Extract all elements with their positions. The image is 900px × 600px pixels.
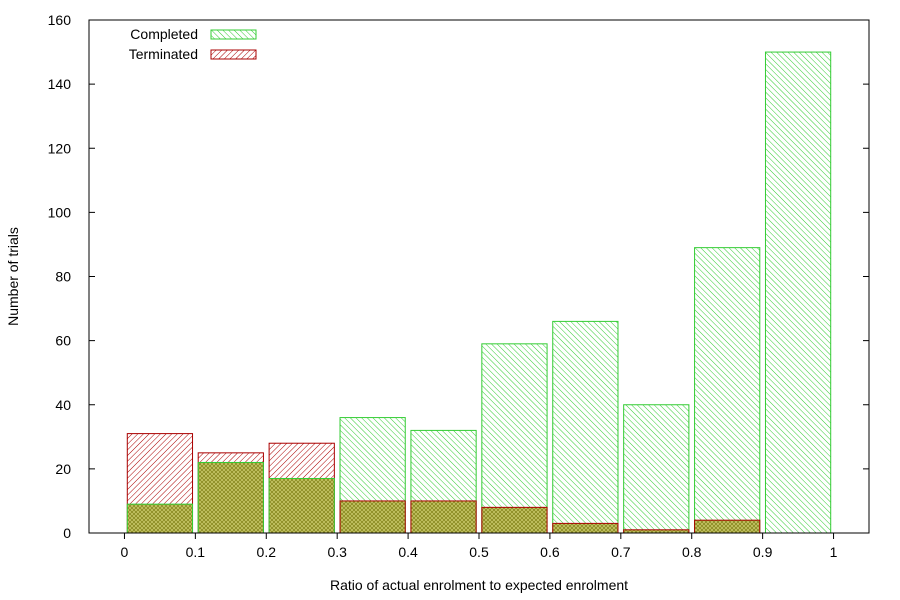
x-tick-label: 0.2 (257, 544, 277, 560)
terminated-bar-5 (481, 506, 548, 534)
legend-swatch-terminated (210, 49, 257, 60)
y-tick-label: 160 (48, 12, 72, 28)
x-axis-label: Ratio of actual enrolment to expected en… (330, 577, 628, 593)
x-tick-label: 1 (830, 544, 838, 560)
y-tick-label: 20 (55, 461, 71, 477)
terminated-bar-6 (552, 522, 619, 534)
x-tick-label: 0.6 (540, 544, 560, 560)
completed-bar-1 (197, 461, 264, 534)
y-tick-label: 140 (48, 76, 72, 92)
axes-layer: 0 0.1 0.2 0.3 0.4 0.5 0.6 0.7 0.8 0.9 1 0 20 40 60 80 10… (48, 12, 869, 560)
y-tick-label: 40 (55, 397, 71, 413)
x-tick-label: 0.3 (327, 544, 347, 560)
x-tick-label: 0.5 (469, 544, 489, 560)
completed-bar-5 (481, 343, 548, 534)
x-tick-label: 0.4 (398, 544, 418, 560)
x-tick-label: 0.1 (186, 544, 206, 560)
x-tick-label: 0.7 (611, 544, 631, 560)
completed-bar-6 (552, 320, 619, 534)
y-tick-label: 120 (48, 140, 72, 156)
completed-bar-0 (126, 503, 194, 534)
legend-label-terminated: Terminated (129, 46, 198, 62)
y-tick-label: 80 (55, 269, 71, 285)
x-tick-label: 0.8 (682, 544, 702, 560)
terminated-bar-8 (694, 519, 761, 534)
completed-bar-9 (764, 51, 832, 534)
bars-layer (126, 51, 832, 534)
legend-label-completed: Completed (130, 26, 198, 42)
y-tick-label: 100 (48, 204, 72, 220)
terminated-bar-3 (339, 500, 406, 534)
y-tick-label: 60 (55, 333, 71, 349)
legend-swatch-completed (210, 29, 257, 40)
y-axis-label: Number of trials (5, 227, 21, 326)
terminated-bar-4 (410, 500, 477, 534)
x-tick-label: 0.9 (753, 544, 773, 560)
y-tick-label: 0 (63, 525, 71, 541)
legend: Completed Terminated (129, 26, 257, 62)
completed-bar-2 (268, 477, 335, 534)
completed-bar-7 (623, 404, 690, 534)
completed-bar-8 (694, 247, 761, 534)
x-tick-label: 0 (121, 544, 129, 560)
